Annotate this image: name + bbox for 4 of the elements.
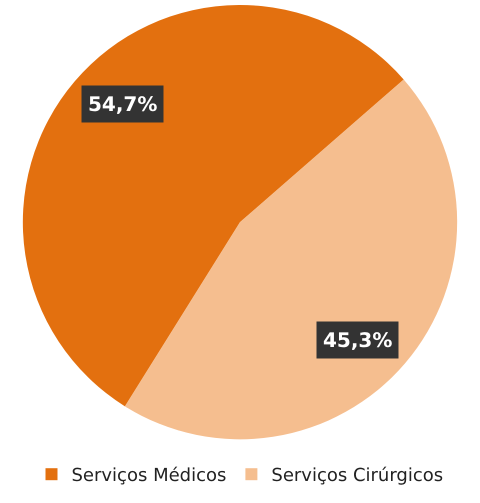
data-label: 54,7% <box>88 92 158 116</box>
legend-label: Serviços Cirúrgicos <box>271 465 444 486</box>
data-label: 45,3% <box>323 328 392 352</box>
legend-label: Serviços Médicos <box>72 465 226 486</box>
